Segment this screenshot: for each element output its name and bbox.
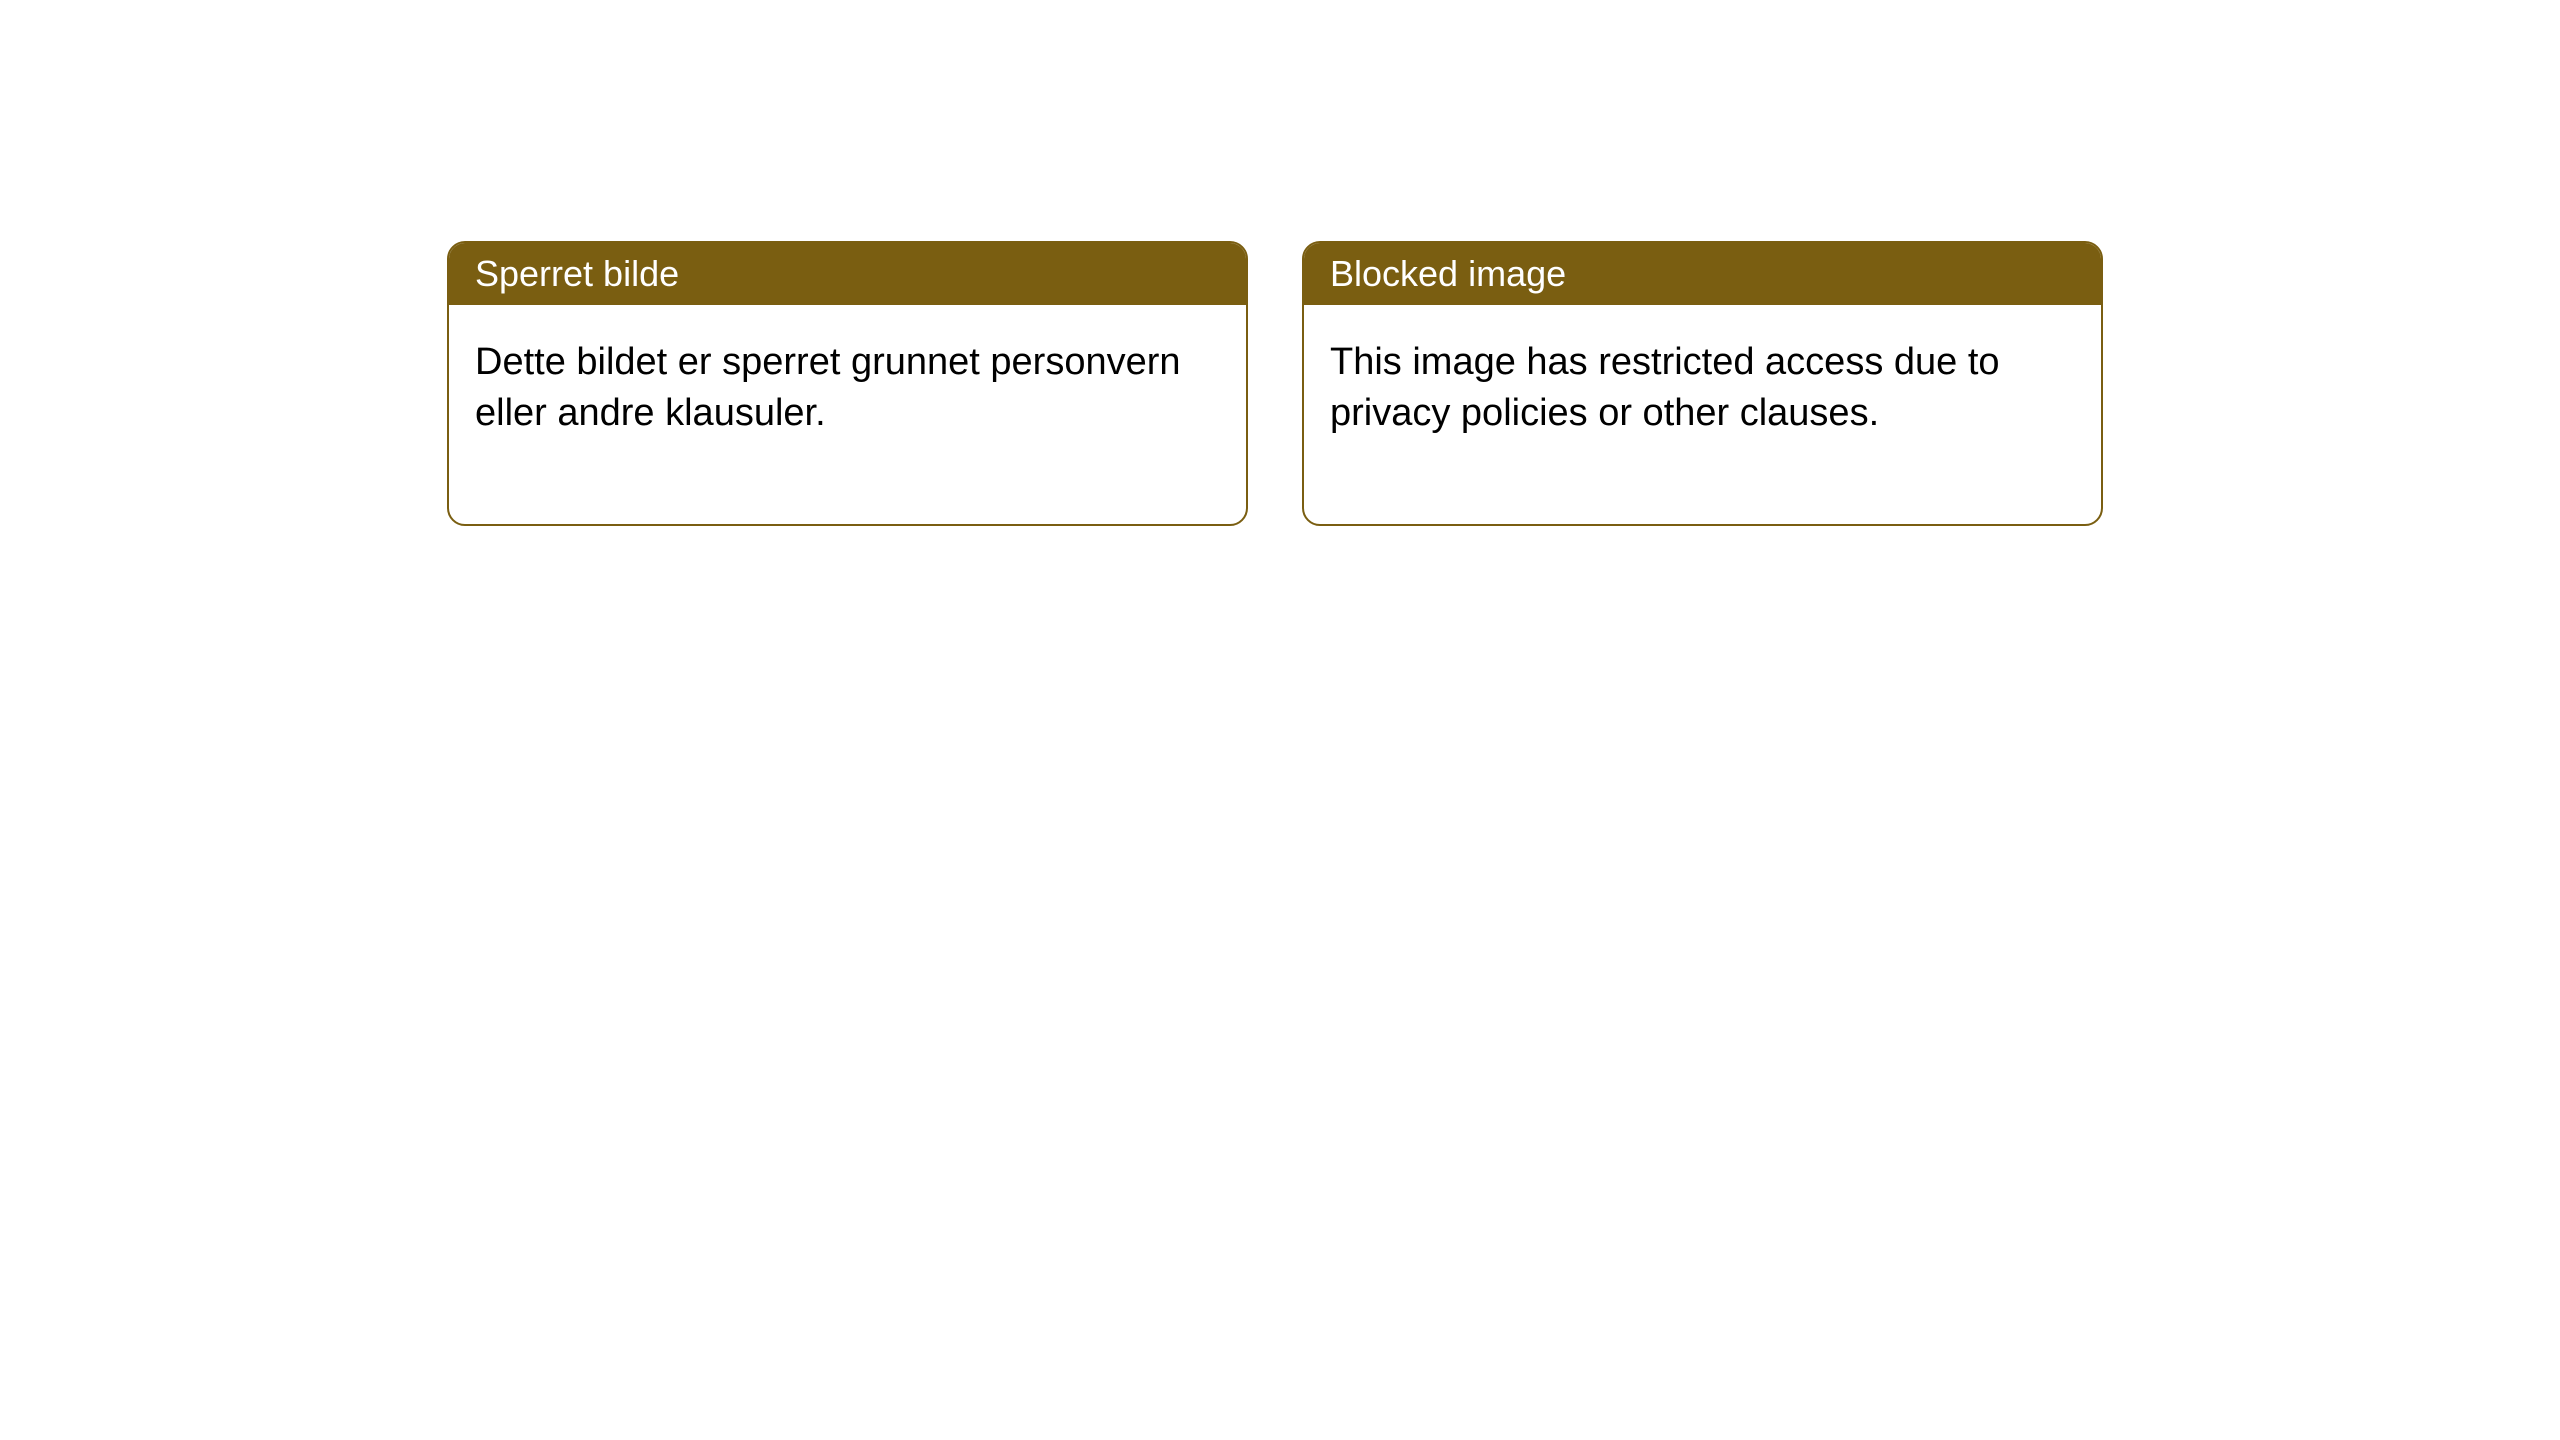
notice-text-norwegian: Dette bildet er sperret grunnet personve… (475, 341, 1181, 434)
notice-title-norwegian: Sperret bilde (475, 253, 679, 294)
notice-box-english: Blocked image This image has restricted … (1302, 241, 2103, 526)
notice-box-norwegian: Sperret bilde Dette bildet er sperret gr… (447, 241, 1248, 526)
notice-header-english: Blocked image (1304, 243, 2101, 305)
notice-header-norwegian: Sperret bilde (449, 243, 1246, 305)
notice-body-norwegian: Dette bildet er sperret grunnet personve… (449, 305, 1246, 524)
notice-text-english: This image has restricted access due to … (1330, 341, 2000, 434)
notice-body-english: This image has restricted access due to … (1304, 305, 2101, 524)
notice-title-english: Blocked image (1330, 253, 1566, 294)
notice-container: Sperret bilde Dette bildet er sperret gr… (447, 241, 2103, 526)
